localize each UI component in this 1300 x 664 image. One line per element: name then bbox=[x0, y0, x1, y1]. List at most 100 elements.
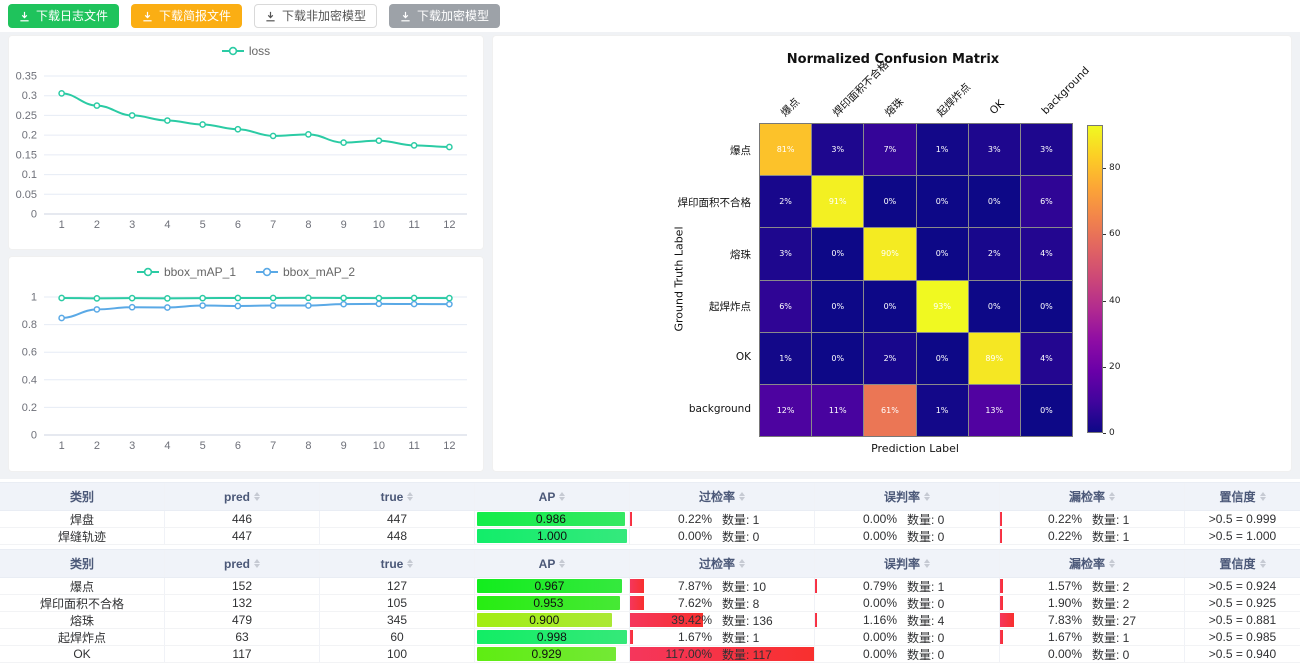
header-confidence[interactable]: 置信度 bbox=[1185, 550, 1300, 577]
overdetect-rate-cell: 0.00% 数量: 0 bbox=[630, 528, 815, 544]
sort-carets-icon bbox=[739, 559, 745, 568]
rate-text: 0.22% 数量: 1 bbox=[630, 511, 814, 527]
header-label: 置信度 bbox=[1219, 490, 1256, 504]
download-log-button[interactable]: 下载日志文件 bbox=[8, 4, 120, 28]
confidence-cell: >0.5 = 0.999 bbox=[1208, 512, 1277, 526]
header-true[interactable]: true bbox=[320, 483, 475, 510]
true-cell: 448 bbox=[320, 528, 475, 544]
table-row: OK 117 100 0.929 117.00% 数量: 117 0.00% 数量: 0 0.0… bbox=[0, 646, 1300, 663]
rate-bar bbox=[1000, 630, 1004, 644]
header-label: pred bbox=[223, 489, 250, 504]
rate-bar bbox=[630, 613, 703, 627]
colorbar-tick-label: 60 bbox=[1109, 229, 1121, 240]
ap-cell: 0.998 bbox=[475, 629, 630, 645]
rate-count: 数量: 10 bbox=[722, 579, 767, 594]
rate-count: 数量: 0 bbox=[1092, 647, 1130, 662]
download-encrypted-model-button[interactable]: 下载加密模型 bbox=[389, 4, 501, 28]
pred-cell: 117 bbox=[165, 646, 320, 662]
category-cell: 焊印面积不合格 bbox=[0, 595, 165, 611]
matrix-cell-r5c1: 11% bbox=[812, 384, 864, 436]
ap-cell: 0.986 bbox=[475, 511, 630, 527]
table-header-row: 类别 pred true AP 过检率 误判率 漏检率 置信度 bbox=[0, 549, 1300, 578]
header-missdetect-rate[interactable]: 漏检率 bbox=[1000, 550, 1185, 577]
matrix-cell-r4c4: 89% bbox=[968, 332, 1020, 384]
header-overdetect-rate[interactable]: 过检率 bbox=[630, 483, 815, 510]
svg-text:0.4: 0.4 bbox=[22, 374, 37, 386]
header-category: 类别 bbox=[0, 550, 165, 577]
rate-count: 数量: 1 bbox=[722, 630, 760, 645]
header-pred[interactable]: pred bbox=[165, 550, 320, 577]
svg-text:6: 6 bbox=[235, 440, 241, 452]
header-label: true bbox=[380, 556, 404, 571]
legend-item-bbox_mAP_1[interactable]: bbox_mAP_1 bbox=[136, 265, 236, 279]
svg-text:7: 7 bbox=[270, 440, 276, 452]
matrix-cell-r4c5: 4% bbox=[1020, 332, 1072, 384]
svg-text:0.05: 0.05 bbox=[16, 189, 37, 201]
svg-text:0: 0 bbox=[31, 430, 37, 442]
svg-text:10: 10 bbox=[373, 440, 385, 452]
header-true[interactable]: true bbox=[320, 550, 475, 577]
true-cell: 100 bbox=[320, 646, 475, 662]
rate-bar bbox=[630, 647, 814, 661]
missdetect-rate-cell: 1.90% 数量: 2 bbox=[1000, 595, 1185, 611]
pred-cell: 152 bbox=[165, 578, 320, 594]
sort-carets-icon bbox=[407, 559, 414, 568]
matrix-cell-r4c1: 0% bbox=[812, 332, 864, 384]
matrix-cell-r3c1: 0% bbox=[812, 280, 864, 332]
table-row: 焊缝轨迹 447 448 1.000 0.00% 数量: 0 0.00% 数量: 0 0.22%… bbox=[0, 528, 1300, 545]
sort-carets-icon bbox=[924, 559, 930, 568]
matrix-column-label: 爆点 bbox=[778, 95, 803, 120]
matrix-cell-r5c3: 1% bbox=[916, 384, 968, 436]
rate-percent: 0.22% bbox=[1047, 529, 1082, 543]
rate-text: 1.67% 数量: 1 bbox=[630, 629, 814, 645]
matrix-row-label: 熔珠 bbox=[730, 249, 751, 261]
loss-line-chart: 00.050.10.150.20.250.30.351 2 3 4 5 6 7 8 9 10 11 1… bbox=[16, 71, 467, 231]
svg-text:2: 2 bbox=[94, 440, 100, 452]
misjudge-rate-cell: 0.00% 数量: 0 bbox=[815, 528, 1000, 544]
sort-carets-icon bbox=[559, 492, 566, 501]
rate-bar bbox=[1000, 512, 1002, 526]
rate-count: 数量: 136 bbox=[722, 613, 773, 628]
misjudge-rate-cell: 0.00% 数量: 0 bbox=[815, 629, 1000, 645]
header-ap[interactable]: AP bbox=[475, 550, 630, 577]
category-cell: 焊缝轨迹 bbox=[0, 528, 165, 544]
rate-percent: 1.16% bbox=[862, 613, 897, 627]
rate-percent: 0.22% bbox=[1047, 512, 1082, 526]
header-missdetect-rate[interactable]: 漏检率 bbox=[1000, 483, 1185, 510]
ap-bar: 1.000 bbox=[477, 529, 627, 543]
weld-summary-table: 类别 pred true AP 过检率 误判率 漏检率 置信度 焊盘 446 447 0.986 0.2… bbox=[0, 482, 1300, 545]
svg-text:0.8: 0.8 bbox=[22, 319, 37, 331]
download-icon bbox=[20, 11, 29, 21]
download-unencrypted-model-button[interactable]: 下载非加密模型 bbox=[254, 4, 378, 28]
svg-text:0.1: 0.1 bbox=[22, 169, 37, 181]
legend-item-loss[interactable]: loss bbox=[221, 44, 270, 58]
header-confidence[interactable]: 置信度 bbox=[1185, 483, 1300, 510]
header-misjudge-rate[interactable]: 误判率 bbox=[815, 483, 1000, 510]
header-overdetect-rate[interactable]: 过检率 bbox=[630, 550, 815, 577]
svg-text:4: 4 bbox=[164, 440, 170, 452]
rate-count: 数量: 8 bbox=[722, 596, 760, 611]
download-icon bbox=[143, 11, 152, 21]
svg-text:3: 3 bbox=[129, 219, 135, 231]
rate-bar bbox=[630, 630, 634, 644]
matrix-row-label: background bbox=[688, 403, 751, 415]
svg-text:8: 8 bbox=[305, 219, 311, 231]
pred-cell: 479 bbox=[165, 612, 320, 628]
matrix-cell-r3c0: 6% bbox=[760, 280, 812, 332]
svg-text:7: 7 bbox=[270, 219, 276, 231]
header-misjudge-rate[interactable]: 误判率 bbox=[815, 550, 1000, 577]
colorbar-tick-mark bbox=[1103, 168, 1106, 170]
true-cell: 127 bbox=[320, 578, 475, 594]
header-pred[interactable]: pred bbox=[165, 483, 320, 510]
header-ap[interactable]: AP bbox=[475, 483, 630, 510]
svg-text:0.25: 0.25 bbox=[16, 110, 37, 122]
matrix-row-label: OK bbox=[735, 351, 751, 363]
download-unencrypted-model-label: 下载非加密模型 bbox=[282, 9, 367, 23]
rate-text: 0.00% 数量: 0 bbox=[815, 646, 999, 662]
download-report-button[interactable]: 下载简报文件 bbox=[131, 4, 243, 28]
legend-item-bbox_mAP_2[interactable]: bbox_mAP_2 bbox=[256, 265, 355, 279]
matrix-cell-r5c2: 61% bbox=[864, 384, 916, 436]
svg-text:9: 9 bbox=[341, 219, 347, 231]
pred-cell: 132 bbox=[165, 595, 320, 611]
pred-cell: 63 bbox=[165, 629, 320, 645]
